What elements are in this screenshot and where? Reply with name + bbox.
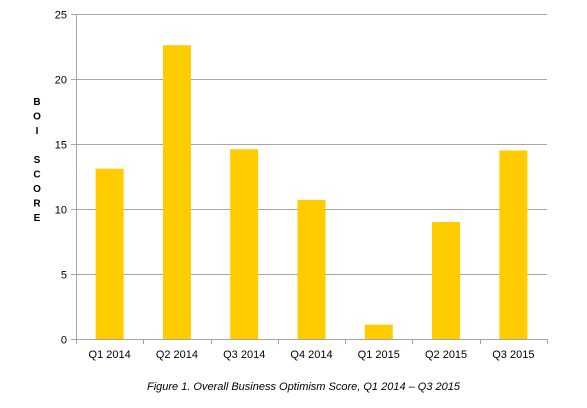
x-tick-label: Q2 2014 [156, 349, 198, 361]
x-tick-label: Q3 2014 [223, 349, 265, 361]
x-tick-label: Q1 2014 [89, 349, 131, 361]
y-axis-label-char: I [36, 126, 39, 137]
bar [499, 150, 528, 339]
figure-caption: Figure 1. Overall Business Optimism Scor… [146, 381, 461, 393]
y-axis-label-char: B [33, 97, 40, 108]
gridlines [76, 14, 547, 275]
x-tick-label: Q4 2014 [290, 349, 332, 361]
y-axis-label-char: C [33, 170, 40, 181]
x-tick-label: Q1 2015 [358, 349, 400, 361]
y-axis-label-char: O [33, 112, 41, 123]
bars [95, 45, 528, 339]
y-tick-label: 15 [55, 140, 67, 152]
y-axis-label-char: R [33, 199, 41, 210]
axes: 0 5 10 15 20 25 Q1 2014 Q2 2014 Q3 2014 Q4 2014 Q1… [55, 10, 548, 361]
y-tick-label: 10 [55, 205, 67, 217]
bar [432, 222, 461, 339]
y-tick-label: 20 [55, 75, 67, 87]
x-tick-label: Q3 2015 [492, 349, 534, 361]
x-tick-label: Q2 2015 [425, 349, 467, 361]
y-axis-label-char: E [34, 213, 41, 224]
y-axis-label-char: S [34, 155, 41, 166]
bar [297, 199, 326, 339]
bar [364, 324, 393, 339]
bar [162, 45, 191, 339]
bar [95, 168, 124, 339]
y-tick-label: 5 [61, 270, 67, 282]
y-axis-label-char: O [33, 184, 41, 195]
bar [230, 149, 259, 339]
y-tick-label: 0 [61, 335, 67, 347]
y-tick-label: 25 [55, 10, 67, 22]
